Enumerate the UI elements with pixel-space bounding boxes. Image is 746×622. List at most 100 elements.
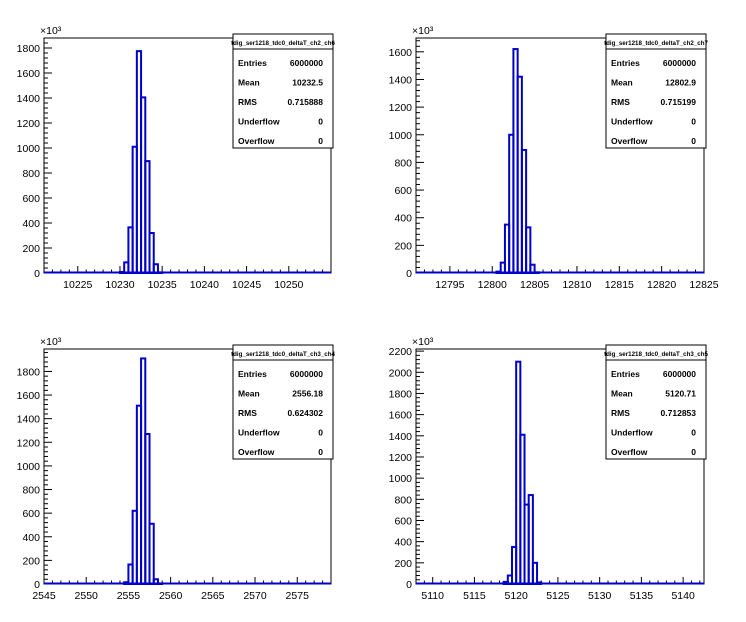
y-tick-label: 1600 bbox=[389, 47, 413, 59]
y-tick-label: 400 bbox=[394, 537, 412, 549]
stats-title: tdig_ser1218_tdc0_deltaT_ch2_ch6 bbox=[231, 40, 335, 47]
stats-box: tdig_ser1218_tdc0_deltaT_ch2_ch6 Entries 6… bbox=[231, 33, 335, 149]
stats-label: RMS bbox=[238, 97, 257, 107]
y-tick-label: 1000 bbox=[17, 461, 41, 473]
stats-box: tdig_ser1218_tdc0_deltaT_ch3_ch5 Entries 6… bbox=[604, 344, 708, 460]
y-tick-label: 1200 bbox=[17, 437, 41, 449]
stats-label: Entries bbox=[611, 369, 640, 379]
y-tick-label: 1600 bbox=[17, 68, 41, 80]
x-tick-label: 5140 bbox=[671, 590, 695, 602]
stats-box-frame bbox=[232, 344, 334, 460]
y-tick-label: 1400 bbox=[17, 414, 41, 426]
x-tick-label: 12810 bbox=[562, 279, 591, 291]
stats-label: Entries bbox=[611, 58, 640, 68]
histogram-bin bbox=[156, 582, 164, 585]
stats-label: Underflow bbox=[611, 117, 653, 127]
histogram-bin bbox=[536, 581, 543, 586]
stats-label: RMS bbox=[611, 408, 630, 418]
y-tick-label: 200 bbox=[394, 240, 412, 252]
stats-label: Underflow bbox=[238, 117, 280, 127]
stats-label: Overflow bbox=[238, 447, 275, 457]
y-tick-label: 1400 bbox=[389, 431, 413, 443]
y-tick-label: 800 bbox=[394, 157, 412, 169]
y-tick-label: 1800 bbox=[389, 388, 413, 400]
y-tick-label: 400 bbox=[22, 218, 40, 230]
stats-value: 0 bbox=[318, 428, 323, 438]
histogram-bin bbox=[531, 561, 539, 586]
stats-value: 5120.71 bbox=[665, 389, 696, 399]
histogram-bin bbox=[156, 271, 164, 274]
histogram-bin bbox=[152, 578, 159, 585]
stats-label: Overflow bbox=[611, 136, 648, 146]
stats-value: 2556.18 bbox=[292, 389, 323, 399]
x-tick-label: 2560 bbox=[159, 590, 183, 602]
x-tick-label: 2570 bbox=[243, 590, 267, 602]
y-tick-label: 0 bbox=[406, 268, 412, 280]
stats-value: 0 bbox=[691, 136, 696, 146]
stats-label: Overflow bbox=[238, 136, 275, 146]
histogram-bin bbox=[152, 263, 159, 274]
histogram-bin bbox=[144, 433, 151, 585]
x-tick-label: 12805 bbox=[520, 279, 549, 291]
x-tick-label: 5115 bbox=[463, 590, 486, 602]
x-tick-label: 10250 bbox=[274, 279, 303, 291]
x-tick-label: 12800 bbox=[478, 279, 507, 291]
stats-value: 0.712853 bbox=[661, 408, 697, 418]
x-tick-label: 10235 bbox=[148, 279, 177, 291]
histogram-bin bbox=[148, 522, 155, 585]
histogram-bin bbox=[520, 148, 528, 274]
stats-value: 0 bbox=[318, 117, 323, 127]
stats-box-frame bbox=[605, 344, 707, 460]
x-tick-label: 2550 bbox=[75, 590, 99, 602]
y-tick-label: 600 bbox=[394, 515, 412, 527]
histogram-bin bbox=[144, 160, 151, 274]
y-tick-label: 1000 bbox=[389, 473, 413, 485]
y-tick-label: 600 bbox=[22, 193, 40, 205]
stats-box: tdig_ser1218_tdc0_deltaT_ch2_ch7 Entries 6… bbox=[604, 33, 708, 149]
y-tick-label: 1000 bbox=[389, 130, 413, 142]
x-tick-label: 5135 bbox=[630, 590, 654, 602]
y-tick-label: 200 bbox=[22, 555, 40, 567]
y-tick-label: 600 bbox=[22, 508, 40, 520]
stats-title: tdig_ser1218_tdc0_deltaT_ch3_ch4 bbox=[231, 351, 335, 358]
stats-label: Underflow bbox=[611, 428, 653, 438]
y-tick-label: 600 bbox=[394, 185, 412, 197]
y-tick-label: 1600 bbox=[389, 410, 413, 422]
stats-label: Overflow bbox=[611, 447, 648, 457]
stats-box-frame bbox=[605, 33, 707, 149]
x-tick-label: 5120 bbox=[504, 590, 528, 602]
y-tick-label: 1200 bbox=[389, 102, 413, 114]
stats-value: 0 bbox=[318, 447, 323, 457]
stats-value: 0 bbox=[691, 428, 696, 438]
y-tick-label: 0 bbox=[406, 579, 412, 591]
stats-value: 0.624302 bbox=[288, 408, 324, 418]
histogram-panel-ch2-ch7: 12795 12800 12805 12810 12815 12820 12825 0 200 4… bbox=[389, 25, 719, 291]
stats-title: tdig_ser1218_tdc0_deltaT_ch2_ch7 bbox=[604, 40, 708, 47]
stats-value: 6000000 bbox=[663, 58, 696, 68]
y-tick-label: 1600 bbox=[17, 390, 41, 402]
y-tick-label: 200 bbox=[22, 243, 40, 255]
y-tick-label: 800 bbox=[22, 485, 40, 497]
y-tick-label: 1400 bbox=[389, 74, 413, 86]
y-tick-label: 1200 bbox=[389, 452, 413, 464]
x-tick-label: 12820 bbox=[647, 279, 676, 291]
histogram-bin bbox=[527, 494, 534, 586]
stats-label: RMS bbox=[611, 97, 630, 107]
y-tick-label: 400 bbox=[22, 532, 40, 544]
y-tick-label: 1800 bbox=[17, 43, 41, 55]
stats-label: Mean bbox=[611, 389, 633, 399]
histogram-bin bbox=[148, 232, 155, 274]
stats-value: 0 bbox=[318, 136, 323, 146]
y-exponent-label: ×10³ bbox=[40, 336, 62, 348]
y-tick-label: 0 bbox=[34, 268, 40, 280]
stats-value: 6000000 bbox=[663, 369, 696, 379]
y-tick-label: 1800 bbox=[17, 366, 41, 378]
stats-label: Entries bbox=[238, 369, 267, 379]
x-tick-label: 12795 bbox=[435, 279, 464, 291]
stats-value: 6000000 bbox=[290, 58, 323, 68]
stats-value: 0 bbox=[691, 447, 696, 457]
histogram-panel-ch3-ch5: 5110 5115 5120 5125 5130 5135 5140 0 200 400 600 80… bbox=[389, 336, 709, 602]
y-exponent-label: ×10³ bbox=[40, 25, 62, 37]
y-tick-label: 2000 bbox=[389, 367, 413, 379]
stats-value: 12802.9 bbox=[665, 78, 696, 88]
